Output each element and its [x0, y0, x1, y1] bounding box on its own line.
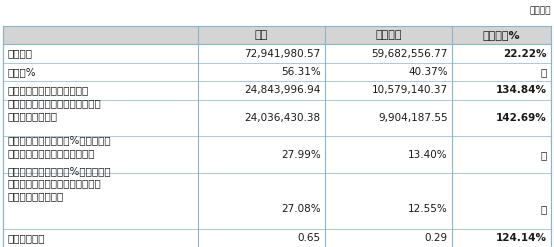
Text: 0.29: 0.29 [425, 233, 448, 243]
Text: 24,843,996.94: 24,843,996.94 [244, 85, 321, 95]
Text: 毛利率%: 毛利率% [7, 67, 36, 77]
Text: 本期: 本期 [255, 30, 268, 40]
Text: 上年同期: 上年同期 [376, 30, 402, 40]
Text: 基本每股收益: 基本每股收益 [7, 233, 45, 243]
Text: 单位：元: 单位：元 [530, 6, 551, 15]
Text: 27.99%: 27.99% [281, 150, 321, 160]
Text: 72,941,980.57: 72,941,980.57 [244, 49, 321, 59]
Text: 56.31%: 56.31% [281, 67, 321, 77]
Text: 归属于挂牌公司股东的净利润: 归属于挂牌公司股东的净利润 [7, 85, 89, 95]
Bar [3, 63, 551, 81]
Text: －: － [541, 150, 547, 160]
Text: 13.40%: 13.40% [408, 150, 448, 160]
Text: 134.84%: 134.84% [496, 85, 547, 95]
Text: 59,682,556.77: 59,682,556.77 [372, 49, 448, 59]
Bar [198, 26, 325, 44]
Text: 22.22%: 22.22% [503, 49, 547, 59]
Text: 归属于挂牌公司股东的扣除非经常
性损益后的净利润: 归属于挂牌公司股东的扣除非经常 性损益后的净利润 [7, 99, 101, 121]
Text: 增减比例%: 增减比例% [483, 30, 521, 40]
Text: －: － [541, 67, 547, 77]
Text: 24,036,430.38: 24,036,430.38 [244, 113, 321, 123]
Bar [3, 173, 551, 228]
Bar [3, 228, 551, 247]
Text: 124.14%: 124.14% [496, 233, 547, 243]
Text: 加权平均净资产收益率%（依据归属
于挂牌公司股东的净利润计算）: 加权平均净资产收益率%（依据归属 于挂牌公司股东的净利润计算） [7, 135, 111, 158]
Text: 9,904,187.55: 9,904,187.55 [378, 113, 448, 123]
Text: 27.08%: 27.08% [281, 204, 321, 214]
Bar [3, 26, 198, 44]
Bar [3, 100, 551, 136]
Bar [3, 136, 551, 173]
Text: －: － [541, 204, 547, 214]
Bar [452, 26, 551, 44]
Text: 142.69%: 142.69% [496, 113, 547, 123]
Text: 12.55%: 12.55% [408, 204, 448, 214]
Text: 10,579,140.37: 10,579,140.37 [372, 85, 448, 95]
Bar [325, 26, 452, 44]
Bar [3, 81, 551, 100]
Text: 40.37%: 40.37% [408, 67, 448, 77]
Text: 营业收入: 营业收入 [7, 49, 32, 59]
Text: 0.65: 0.65 [297, 233, 321, 243]
Text: 加权平均净资产收益率%（依据归属
于挂牌公司股东的扣除非经常性损
益后的净利润计算）: 加权平均净资产收益率%（依据归属 于挂牌公司股东的扣除非经常性损 益后的净利润计… [7, 166, 111, 201]
Bar [3, 44, 551, 63]
